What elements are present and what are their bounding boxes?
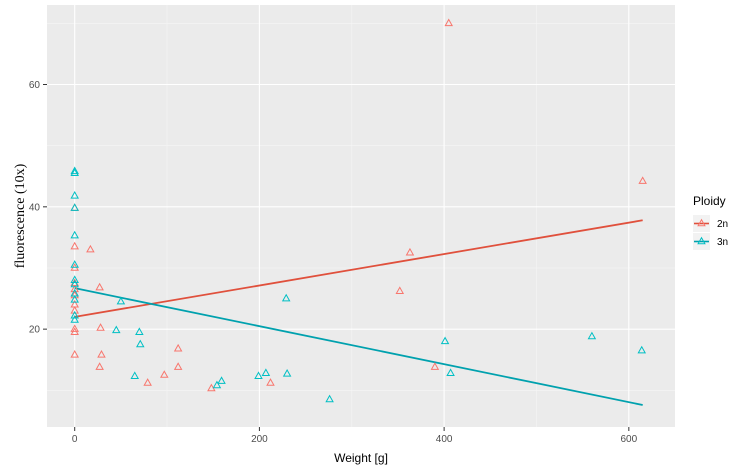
point-2n <box>444 18 454 27</box>
x-axis-title: Weight [g] <box>334 451 388 465</box>
point-2n <box>430 362 440 370</box>
point-2n <box>638 176 647 184</box>
point-2n <box>70 241 79 250</box>
plot-panel <box>47 5 675 427</box>
point-3n <box>70 288 79 297</box>
point-3n <box>70 230 79 239</box>
point-2n <box>160 370 169 378</box>
point-3n <box>111 325 121 334</box>
x-tick-label: 600 <box>620 434 637 445</box>
y-axis-title: fluorescence (10x) <box>13 163 28 268</box>
y-tick-label: 60 <box>29 80 41 91</box>
fit-line-3n <box>74 287 643 406</box>
point-3n <box>217 376 226 384</box>
point-2n <box>405 247 415 256</box>
point-3n <box>587 331 597 340</box>
point-3n <box>130 371 140 380</box>
point-2n <box>70 290 79 299</box>
point-3n <box>70 310 79 319</box>
point-3n <box>70 294 79 303</box>
fit-line-2n <box>74 219 643 318</box>
point-2n <box>70 324 79 332</box>
legend-keys: 2n 3n <box>693 215 728 250</box>
point-3n <box>70 260 79 268</box>
y-tick-label: 20 <box>29 325 41 336</box>
point-3n <box>70 315 79 323</box>
point-3n <box>212 380 222 389</box>
point-3n <box>637 345 647 354</box>
data-points <box>70 18 647 403</box>
point-2n <box>70 305 79 314</box>
point-3n <box>254 371 263 380</box>
point-2n <box>70 299 79 308</box>
fit-lines <box>74 219 643 406</box>
point-2n <box>173 343 183 352</box>
point-2n <box>173 362 183 370</box>
y-tick-label: 40 <box>29 202 41 213</box>
point-3n <box>70 203 79 211</box>
major-gridlines <box>47 5 675 427</box>
point-3n <box>440 336 450 345</box>
legend-key-marker-3n <box>697 236 706 245</box>
point-2n <box>70 350 79 358</box>
point-3n <box>446 368 455 376</box>
point-3n <box>325 394 334 403</box>
x-tick-label: 400 <box>436 434 453 445</box>
point-2n <box>266 378 275 386</box>
legend: Ploidy 2n 3n <box>693 194 728 250</box>
point-2n <box>70 284 79 293</box>
point-2n <box>86 244 95 253</box>
x-tick-label: 200 <box>251 434 268 445</box>
legend-label-2n: 2n <box>717 219 728 230</box>
point-3n <box>70 168 79 176</box>
x-tick-label: 0 <box>72 434 78 445</box>
point-3n <box>261 368 271 376</box>
point-3n <box>70 190 79 199</box>
point-3n <box>70 275 79 283</box>
legend-title: Ploidy <box>693 194 726 208</box>
legend-label-3n: 3n <box>717 237 728 248</box>
point-2n <box>395 286 405 295</box>
point-3n <box>135 327 144 335</box>
point-2n <box>95 282 104 291</box>
point-3n <box>116 296 126 305</box>
axes: 0 200 400 600 20 40 60 <box>29 80 638 445</box>
point-2n <box>143 378 152 386</box>
point-3n <box>281 293 291 302</box>
legend-key-marker-2n <box>697 218 706 227</box>
point-2n <box>97 350 106 358</box>
point-3n <box>70 166 79 175</box>
point-3n <box>136 339 145 348</box>
point-2n <box>95 362 104 370</box>
point-3n <box>282 368 292 377</box>
point-3n <box>70 279 79 288</box>
point-2n <box>96 323 105 331</box>
